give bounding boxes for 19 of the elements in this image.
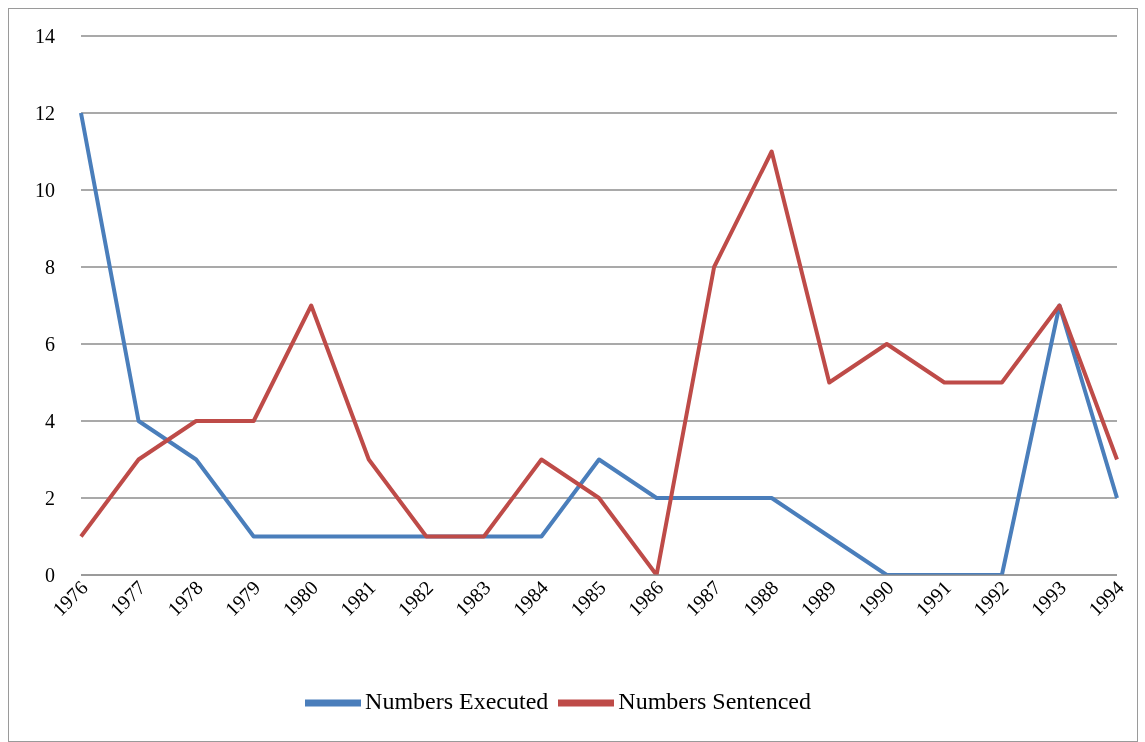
x-tick-label: 1992 — [968, 576, 1013, 621]
x-tick-label: 1990 — [853, 576, 898, 621]
x-tick-label: 1991 — [911, 576, 956, 621]
x-tick-label: 1978 — [163, 576, 207, 621]
x-tick-label: 1982 — [393, 576, 438, 621]
x-tick-label: 1979 — [220, 576, 265, 621]
legend-label: Numbers Executed — [365, 687, 549, 714]
x-tick-label: 1980 — [278, 576, 323, 621]
y-tick-label: 4 — [45, 410, 55, 433]
legend-label: Numbers Sentenced — [618, 687, 811, 714]
y-tick-label: 2 — [45, 487, 55, 510]
y-tick-label: 0 — [45, 564, 55, 587]
x-tick-label: 1981 — [335, 576, 380, 621]
y-tick-label: 14 — [35, 25, 55, 48]
y-tick-label: 8 — [45, 256, 55, 279]
y-tick-label: 12 — [35, 102, 55, 125]
y-tick-label: 6 — [45, 333, 55, 356]
x-tick-label: 1989 — [796, 576, 841, 621]
y-tick-label: 10 — [35, 179, 55, 202]
